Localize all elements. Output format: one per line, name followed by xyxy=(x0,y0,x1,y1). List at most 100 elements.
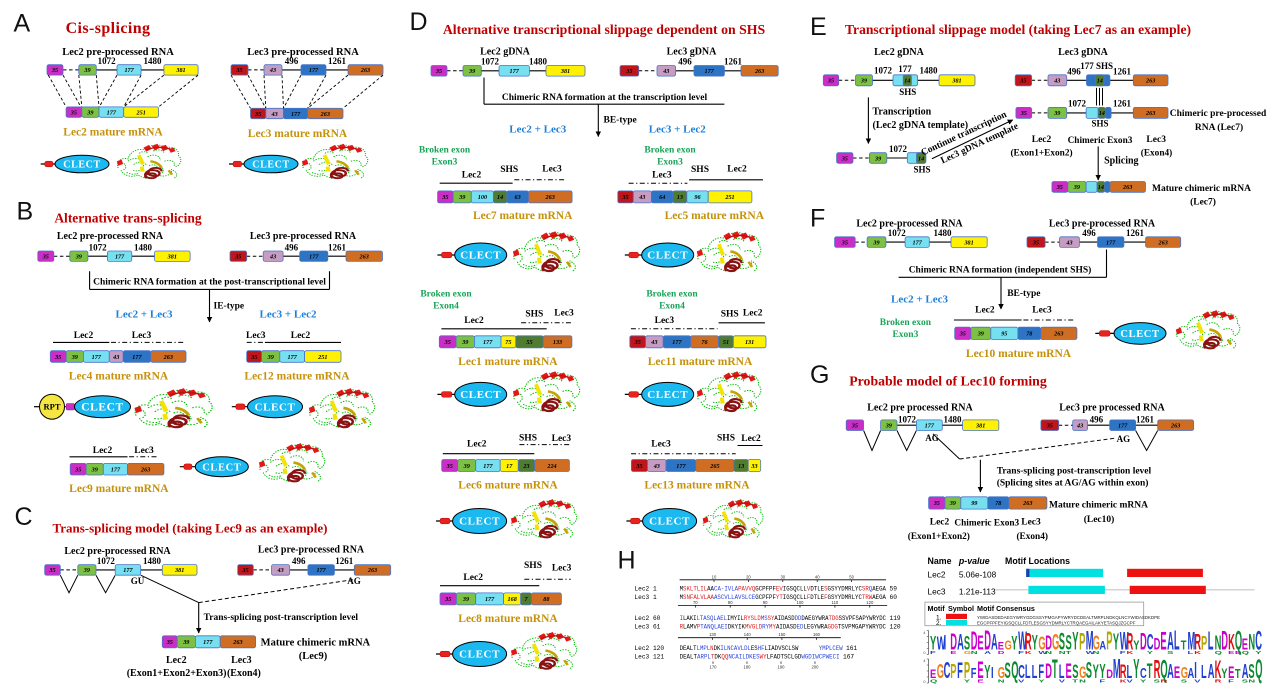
svg-text:1480: 1480 xyxy=(144,56,163,66)
svg-text:Q: Q xyxy=(1242,649,1250,655)
svg-text:N: N xyxy=(971,649,978,655)
svg-text:59: 59 xyxy=(890,585,898,592)
svg-text:496: 496 xyxy=(285,242,299,252)
svg-text:39: 39 xyxy=(977,331,984,338)
svg-text:CLECT: CLECT xyxy=(460,250,501,262)
svg-text:265: 265 xyxy=(709,463,719,470)
svg-text:39: 39 xyxy=(874,155,881,162)
svg-text:I: I xyxy=(991,663,994,681)
svg-text:1.: 1. xyxy=(936,614,942,621)
svg-text:CLECT: CLECT xyxy=(647,389,688,401)
svg-text:Y: Y xyxy=(1093,661,1099,683)
svg-text:R: R xyxy=(1215,678,1223,684)
svg-text:35: 35 xyxy=(841,155,848,162)
svg-text:1480: 1480 xyxy=(529,56,548,66)
svg-text:Motif Locations: Motif Locations xyxy=(1005,556,1070,566)
svg-text:Lec2 1: Lec2 1 xyxy=(634,585,657,592)
svg-text:N: N xyxy=(1215,633,1222,655)
svg-text:F: F xyxy=(810,205,825,233)
svg-text:1261: 1261 xyxy=(1113,67,1132,77)
svg-text:43: 43 xyxy=(1053,78,1060,85)
svg-text:7: 7 xyxy=(524,596,528,603)
svg-text:P: P xyxy=(1079,628,1085,654)
svg-text:39: 39 xyxy=(462,596,469,603)
svg-text:496: 496 xyxy=(285,56,299,66)
svg-text:Motif Consensus: Motif Consensus xyxy=(977,604,1035,613)
svg-text:(Exon4): (Exon4) xyxy=(1141,147,1173,158)
svg-text:39: 39 xyxy=(468,68,475,75)
svg-text:Exon3: Exon3 xyxy=(432,158,458,168)
svg-text:381: 381 xyxy=(167,254,177,261)
svg-text:20: 20 xyxy=(746,574,751,579)
svg-text:A: A xyxy=(14,10,31,38)
svg-text:35: 35 xyxy=(234,254,241,261)
svg-text:N: N xyxy=(998,678,1005,684)
svg-text:D: D xyxy=(1140,628,1147,654)
svg-text:170: 170 xyxy=(710,665,718,670)
svg-text:90: 90 xyxy=(763,600,768,605)
svg-text:23: 23 xyxy=(522,463,529,470)
svg-text:Q: Q xyxy=(1255,655,1262,684)
svg-text:14: 14 xyxy=(1098,184,1104,191)
svg-text:Mature chimeric mRNA: Mature chimeric mRNA xyxy=(1049,501,1148,511)
svg-text:Trans-splicing model (taking L: Trans-splicing model (taking Lec9 as an … xyxy=(53,521,328,536)
svg-text:381: 381 xyxy=(963,239,973,246)
svg-text:39: 39 xyxy=(91,467,98,474)
svg-text:Lec2: Lec2 xyxy=(743,309,763,319)
svg-text:Lec3: Lec3 xyxy=(246,331,266,341)
svg-text:263: 263 xyxy=(754,68,764,75)
svg-text:39: 39 xyxy=(458,194,465,201)
svg-text:35: 35 xyxy=(1019,78,1026,85)
svg-text:D: D xyxy=(971,627,978,656)
svg-text:C: C xyxy=(1140,665,1147,682)
svg-text:D: D xyxy=(1045,659,1052,684)
svg-text:F: F xyxy=(1038,661,1044,683)
svg-text:L: L xyxy=(1208,628,1214,656)
svg-text:1261: 1261 xyxy=(1126,228,1145,238)
svg-text:F: F xyxy=(1228,678,1234,684)
svg-text:1072: 1072 xyxy=(98,56,117,66)
svg-text:1480: 1480 xyxy=(143,556,162,566)
svg-text:C: C xyxy=(1147,629,1154,655)
svg-text:Lec3: Lec3 xyxy=(655,316,675,326)
svg-text:CLECT: CLECT xyxy=(649,516,690,528)
svg-text:E: E xyxy=(1174,663,1180,681)
svg-text:1261: 1261 xyxy=(328,242,347,252)
svg-text:51: 51 xyxy=(723,339,729,346)
svg-text:CLECT: CLECT xyxy=(202,462,241,473)
svg-text:263: 263 xyxy=(1158,239,1168,246)
svg-text:263: 263 xyxy=(1145,78,1155,85)
svg-text:Lec2 + Lec3: Lec2 + Lec3 xyxy=(116,309,173,321)
svg-text:A: A xyxy=(1208,660,1215,683)
svg-text:0: 0 xyxy=(923,680,925,684)
svg-text:E: E xyxy=(1242,635,1248,653)
svg-text:Lec2: Lec2 xyxy=(166,655,187,666)
svg-text:Lec3 pre-processed RNA: Lec3 pre-processed RNA xyxy=(1049,219,1156,230)
svg-text:177: 177 xyxy=(483,463,493,470)
svg-text:L: L xyxy=(1059,661,1065,683)
svg-text:(Lec2 gDNA template): (Lec2 gDNA template) xyxy=(873,120,969,131)
svg-text:Lec13 mature mRNA: Lec13 mature mRNA xyxy=(644,480,750,492)
svg-text:Lec2: Lec2 xyxy=(928,570,946,580)
svg-text:177: 177 xyxy=(111,467,121,474)
svg-text:Lec2 gDNA: Lec2 gDNA xyxy=(874,47,924,58)
svg-text:50: 50 xyxy=(849,574,854,579)
svg-text:Lec2: Lec2 xyxy=(741,434,761,444)
svg-text:Lec3: Lec3 xyxy=(928,587,946,597)
svg-text:35: 35 xyxy=(634,339,641,346)
svg-text:P: P xyxy=(950,660,956,683)
svg-text:Broken exon: Broken exon xyxy=(646,290,698,300)
svg-text:43: 43 xyxy=(277,567,284,574)
svg-text:A: A xyxy=(984,649,992,655)
svg-text:35: 35 xyxy=(1056,184,1063,191)
svg-text:Q: Q xyxy=(1011,656,1018,684)
svg-text:130: 130 xyxy=(709,632,717,637)
svg-text:Lec2: Lec2 xyxy=(464,316,484,326)
svg-text:Lec2 pre-processed RNA: Lec2 pre-processed RNA xyxy=(62,47,174,58)
svg-text:Lec2 + Lec3: Lec2 + Lec3 xyxy=(509,124,566,136)
svg-text:V: V xyxy=(1127,678,1133,684)
svg-text:L: L xyxy=(1127,663,1133,683)
svg-text:A: A xyxy=(957,630,964,655)
svg-text:35: 35 xyxy=(48,567,55,574)
svg-text:SHS: SHS xyxy=(691,165,709,175)
